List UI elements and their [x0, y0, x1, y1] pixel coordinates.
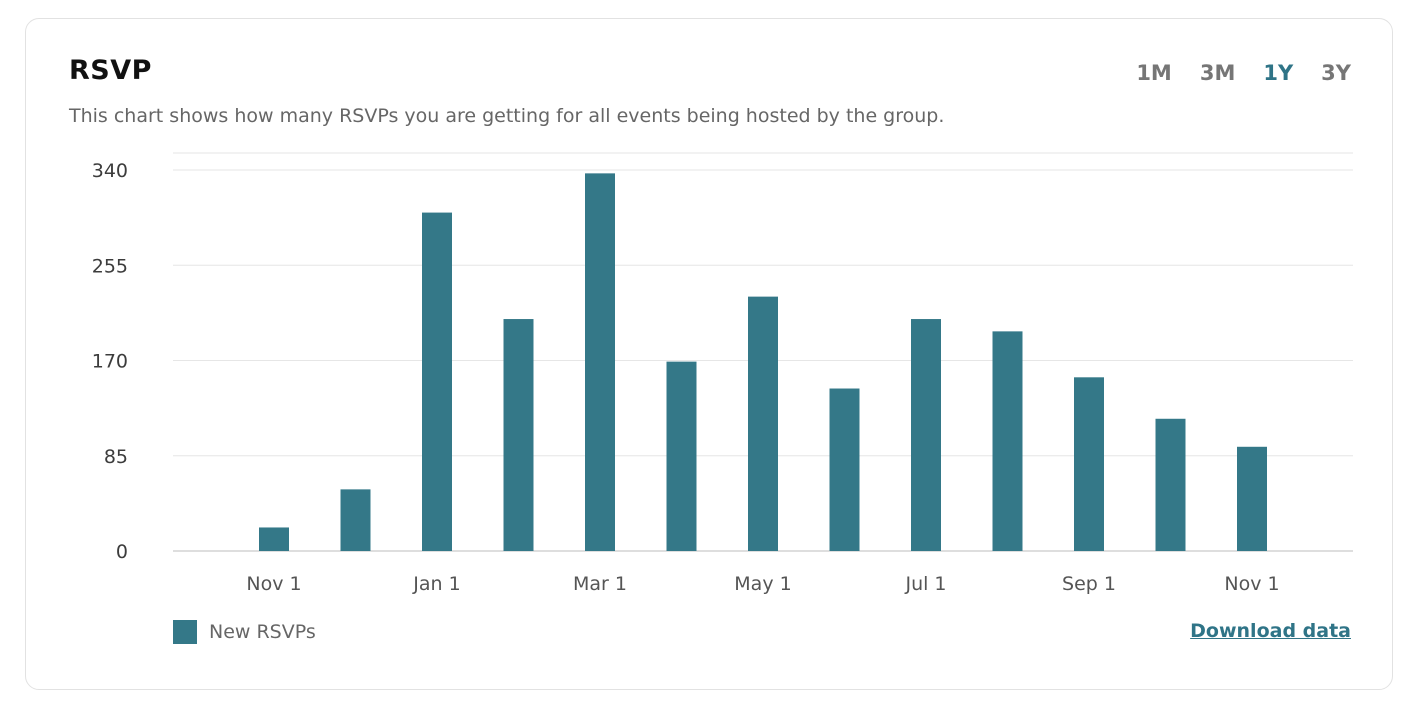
chart-legend: New RSVPs	[173, 620, 316, 644]
x-tick-label: Nov 1	[1224, 573, 1279, 595]
range-3m-button[interactable]: 3M	[1199, 61, 1236, 85]
bar-dec-1	[340, 489, 371, 551]
x-tick-label: Mar 1	[573, 573, 627, 595]
legend-label: New RSVPs	[209, 621, 316, 643]
y-tick-label: 85	[104, 446, 128, 468]
y-tick-label: 170	[92, 351, 128, 373]
y-tick-label: 0	[116, 541, 128, 563]
range-selector: 1M 3M 1Y 3Y	[1136, 61, 1351, 85]
bar-feb-3	[503, 319, 534, 551]
card-title: RSVP	[69, 55, 152, 86]
rsvp-card: RSVP This chart shows how many RSVPs you…	[25, 18, 1393, 690]
bar-jan-2	[422, 212, 452, 552]
range-3y-button[interactable]: 3Y	[1321, 61, 1351, 85]
legend-swatch	[173, 620, 197, 644]
bar-sep-10	[1074, 377, 1104, 551]
range-1m-button[interactable]: 1M	[1136, 61, 1172, 85]
range-1y-button[interactable]: 1Y	[1263, 61, 1294, 85]
bar-nov-0	[259, 527, 289, 551]
card-subtitle: This chart shows how many RSVPs you are …	[69, 105, 945, 127]
bar-aug-9	[992, 331, 1023, 551]
download-data-link[interactable]: Download data	[1190, 620, 1351, 642]
rsvp-bar-chart: 0 85 170 255 340 Nov 1 Jan 1 Mar 1 May 1 Jul 1 Sep…	[92, 152, 1353, 595]
x-tick-label: May 1	[734, 573, 791, 595]
y-tick-label: 255	[92, 255, 128, 277]
y-tick-label: 340	[92, 160, 128, 182]
x-tick-label: Jan 1	[412, 573, 460, 595]
bar-may-6	[748, 296, 778, 551]
bar-oct-11	[1155, 418, 1186, 551]
x-tick-label: Jul 1	[904, 573, 946, 595]
x-tick-label: Sep 1	[1062, 573, 1116, 595]
bar-apr-5	[666, 361, 697, 551]
bar-jul-8	[911, 319, 941, 551]
bar-jun-7	[829, 388, 860, 551]
x-tick-label: Nov 1	[246, 573, 301, 595]
bar-mar-4	[585, 173, 615, 552]
bar-nov-12	[1237, 446, 1267, 551]
